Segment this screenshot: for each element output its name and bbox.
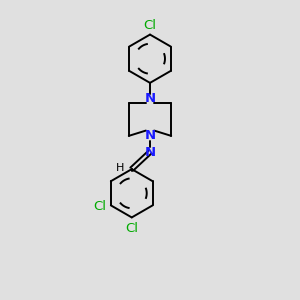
Text: Cl: Cl [93,200,106,213]
Text: Cl: Cl [125,222,138,236]
Text: N: N [144,146,156,159]
Text: H: H [116,163,124,173]
Text: N: N [144,129,156,142]
Text: N: N [144,92,156,105]
Text: Cl: Cl [143,19,157,32]
